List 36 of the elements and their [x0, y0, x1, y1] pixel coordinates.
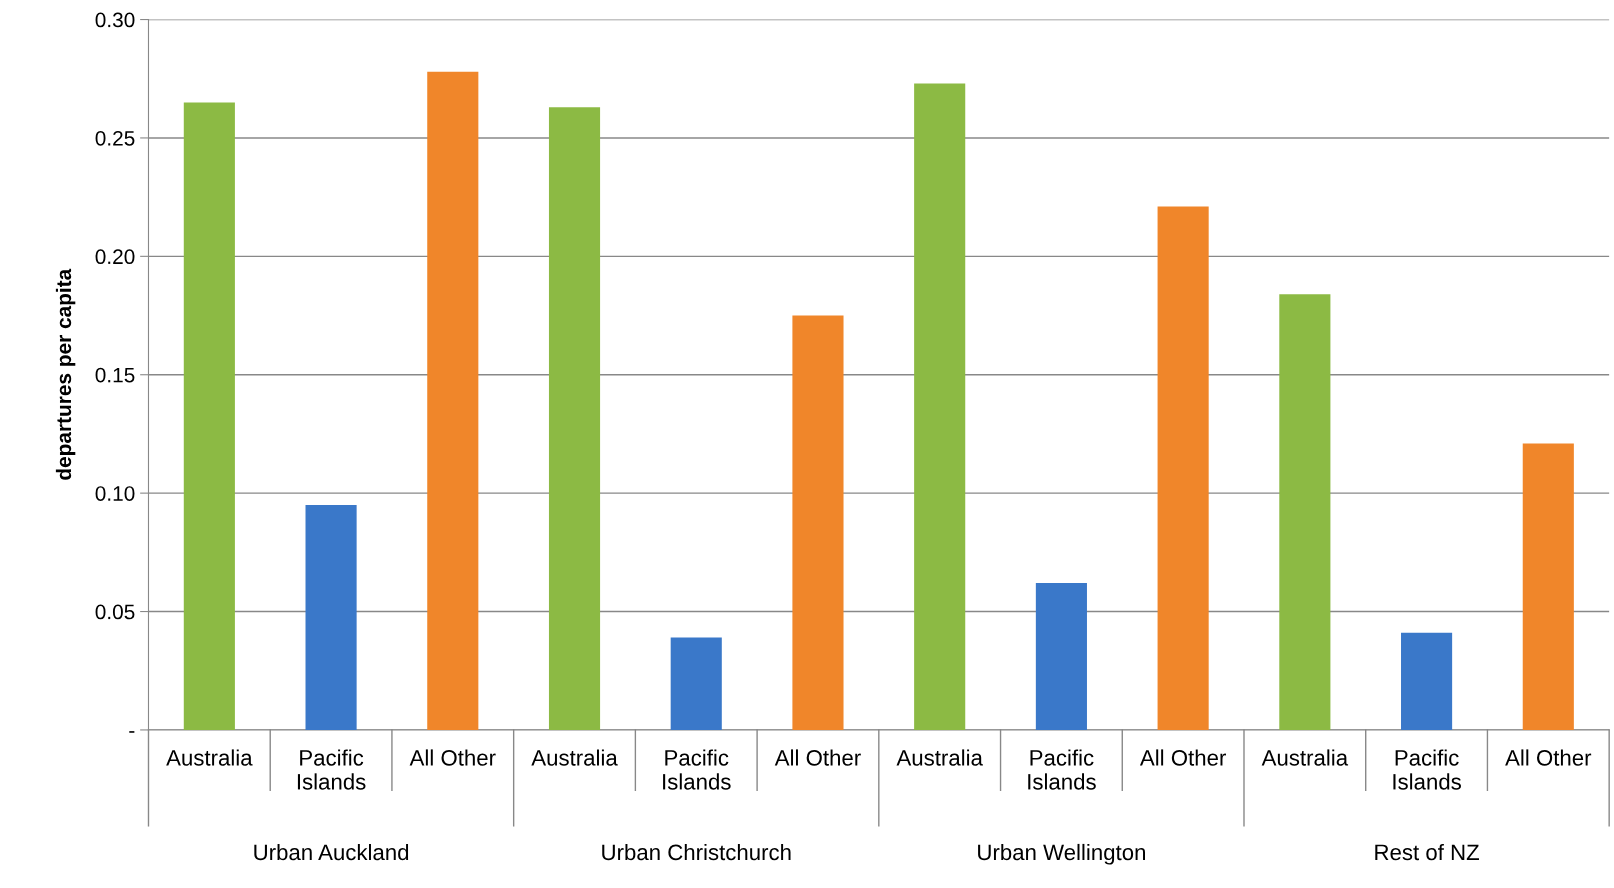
text: Urban Wellington [978, 843, 1145, 865]
bar [183, 102, 235, 730]
x-tick-label: Australia [531, 749, 618, 766]
x-tick-label: All Other [1505, 749, 1592, 766]
y-tick-label: 0.05 [95, 604, 135, 620]
x-tick-label: All Other [409, 749, 496, 766]
text: Urban Christchurch [602, 843, 791, 861]
bar [914, 83, 966, 730]
y-tick-label: 0.30 [95, 12, 135, 28]
text: Urban Auckland [254, 843, 409, 861]
y-axis-title: departures per capita [55, 268, 76, 480]
x-tick-label: Australia [1261, 749, 1349, 766]
x-tick-label: Australia [166, 749, 253, 766]
y-tick-label: - [129, 731, 135, 733]
bar [1522, 443, 1574, 730]
x-tick-label: Pacific Islands [1028, 749, 1096, 790]
bar [792, 315, 844, 730]
x-tick-label: All Other [774, 749, 861, 766]
bar [1279, 294, 1331, 730]
y-tick-label: 0.20 [95, 249, 135, 265]
bar [427, 71, 479, 730]
x-tick-label: Pacific Islands [297, 749, 366, 790]
y-tick-label: 0.10 [95, 486, 135, 501]
bar [1157, 206, 1209, 730]
y-tick-label: 0.25 [95, 130, 135, 146]
bar [548, 107, 601, 730]
y-tick-label: 0.15 [95, 367, 135, 383]
x-tick-label: Australia [896, 749, 983, 766]
x-tick-label: Pacific Islands [1393, 749, 1461, 790]
bar [305, 504, 357, 730]
bar [1401, 632, 1453, 730]
bar [1035, 583, 1087, 730]
text: Rest of NZ [1375, 843, 1479, 861]
x-tick-label: Pacific Islands [663, 749, 731, 790]
x-tick-label: All Other [1139, 749, 1226, 766]
bar [670, 637, 722, 730]
